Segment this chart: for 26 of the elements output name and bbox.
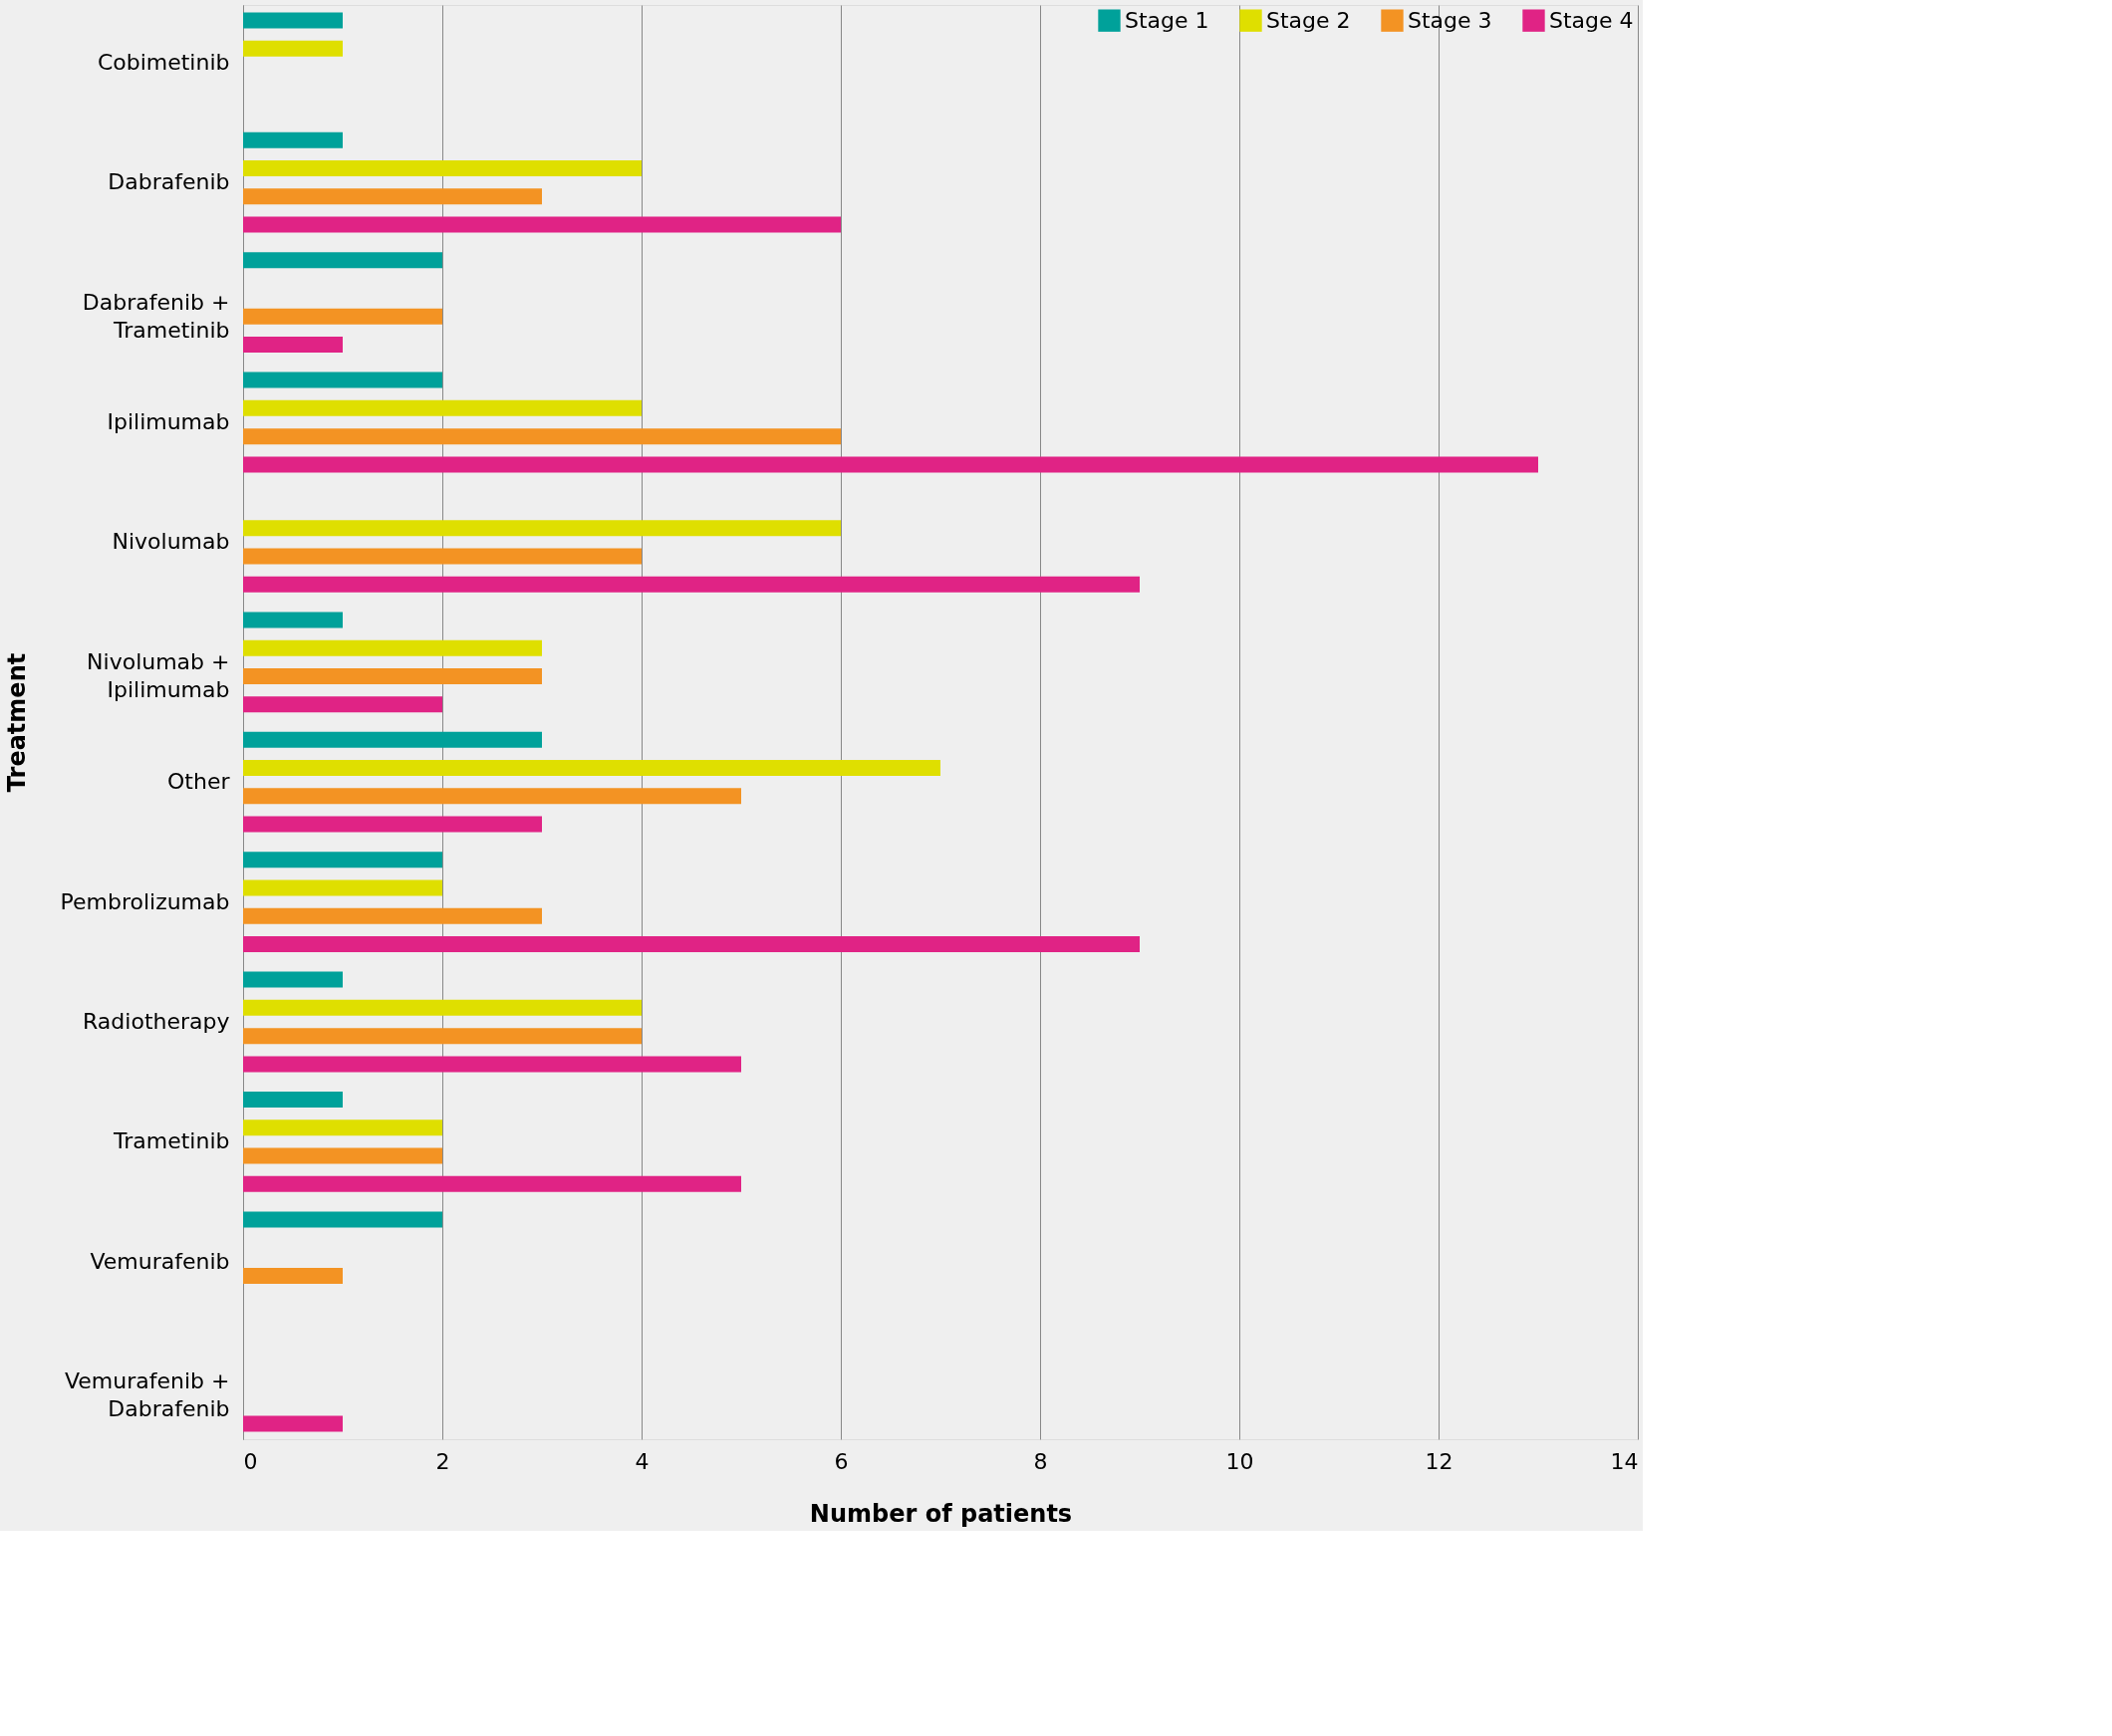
x-tick-label: 8	[1033, 1448, 1048, 1474]
y-tick-label: Pembrolizumab	[60, 888, 230, 914]
y-axis-title: Treatment	[3, 652, 32, 793]
y-tick-label: Vemurafenib	[90, 1248, 230, 1274]
x-tick-label: 14	[1610, 1448, 1639, 1474]
y-tick-label: Vemurafenib + Dabrafenib	[64, 1368, 230, 1422]
y-tick-label: Ipilimumab	[107, 409, 230, 434]
x-tick-label: 4	[635, 1448, 650, 1474]
legend-label: Stage 3	[1408, 7, 1492, 33]
x-tick-label: 12	[1425, 1448, 1453, 1474]
legend-label: Stage 1	[1125, 7, 1209, 33]
legend-label: Stage 4	[1549, 7, 1634, 33]
x-axis-title: Number of patients	[809, 1499, 1073, 1528]
y-tick-label: Trametinib	[113, 1128, 230, 1154]
x-tick-label: 2	[435, 1448, 450, 1474]
y-tick-label: Dabrafenib	[108, 169, 230, 195]
legend-label: Stage 2	[1266, 7, 1351, 33]
y-tick-label: Other	[167, 769, 231, 795]
y-tick-label: Dabrafenib + Trametinib	[82, 289, 230, 343]
x-tick-label: 10	[1225, 1448, 1254, 1474]
y-tick-label: Cobimetinib	[97, 49, 230, 75]
y-tick-label: Nivolumab + Ipilimumab	[87, 648, 230, 702]
y-tick-label: Radiotherapy	[83, 1009, 230, 1034]
x-tick-label: 0	[243, 1448, 258, 1474]
x-tick-label: 6	[834, 1448, 849, 1474]
y-tick-label: Nivolumab	[112, 529, 230, 555]
